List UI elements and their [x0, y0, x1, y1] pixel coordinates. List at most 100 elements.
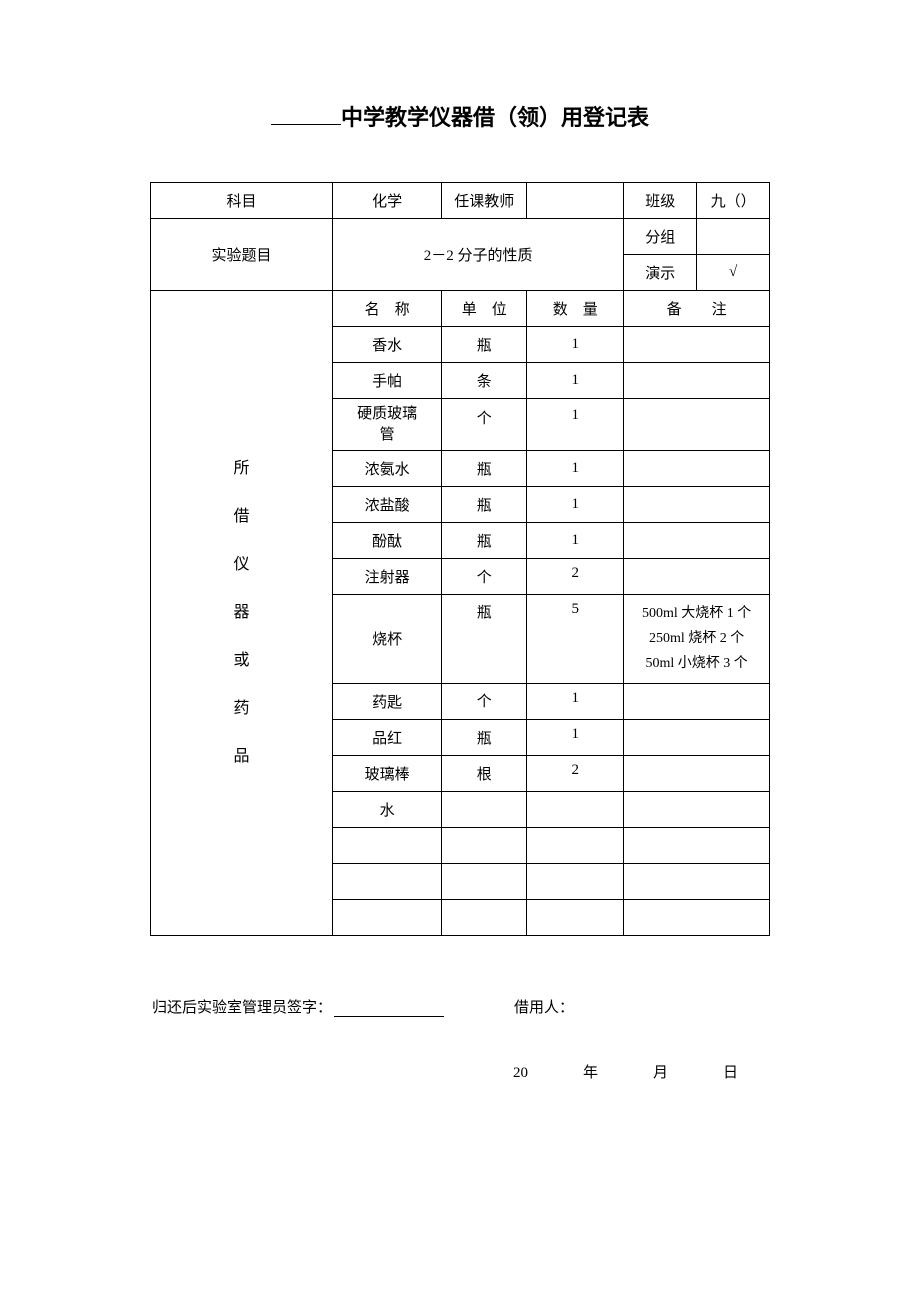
title-text: 中学教学仪器借（领）用登记表: [341, 105, 649, 130]
cell-name: 水: [333, 791, 442, 827]
subject-label: 科目: [151, 183, 333, 219]
footer: 归还后实验室管理员签字： 借用人： 20 年 月 日: [150, 996, 770, 1082]
header-row-1: 科目 化学 任课教师 班级 九（）: [151, 183, 770, 219]
cell-unit: 条: [442, 363, 527, 399]
cell-qty: 1: [527, 683, 624, 719]
cell-qty: 1: [527, 523, 624, 559]
side-label-text: 所 借 仪 器 或 药 品: [153, 445, 330, 781]
school-name-blank: [271, 124, 341, 125]
cell-note: [624, 559, 770, 595]
note-line: 250ml 烧杯 2 个: [626, 626, 767, 651]
cell-name: 浓盐酸: [333, 487, 442, 523]
date-prefix: 20: [513, 1065, 528, 1081]
side-char: 药: [153, 685, 330, 733]
cell-unit: [442, 791, 527, 827]
side-char: 或: [153, 637, 330, 685]
cell-note: [624, 719, 770, 755]
cell-qty: 2: [527, 755, 624, 791]
cell-note: [624, 791, 770, 827]
side-char: 仪: [153, 541, 330, 589]
date-year: 年: [583, 1065, 598, 1081]
cell-qty: 1: [527, 487, 624, 523]
header-row-2a: 实验题目 2－2 分子的性质 分组: [151, 219, 770, 255]
cell-name: 浓氨水: [333, 451, 442, 487]
group-label: 分组: [624, 219, 697, 255]
cell-unit: 瓶: [442, 523, 527, 559]
cell-name: 玻璃棒: [333, 755, 442, 791]
cell-qty: [527, 899, 624, 935]
cell-note: [624, 399, 770, 451]
subject-value: 化学: [333, 183, 442, 219]
side-char: 器: [153, 589, 330, 637]
footer-signatures: 归还后实验室管理员签字： 借用人：: [152, 996, 768, 1017]
side-char: 品: [153, 733, 330, 781]
cell-note: [624, 451, 770, 487]
note-line: 500ml 大烧杯 1 个: [626, 601, 767, 626]
col-name-header: 名 称: [333, 291, 442, 327]
cell-note: [624, 899, 770, 935]
cell-unit: 瓶: [442, 595, 527, 684]
teacher-label: 任课教师: [442, 183, 527, 219]
side-label: 所 借 仪 器 或 药 品: [151, 291, 333, 936]
side-char: 借: [153, 493, 330, 541]
group-value: [697, 219, 770, 255]
cell-note: [624, 523, 770, 559]
cell-unit: 个: [442, 683, 527, 719]
col-note-header: 备 注: [624, 291, 770, 327]
page-title: 中学教学仪器借（领）用登记表: [150, 100, 770, 132]
date-day: 日: [723, 1065, 738, 1081]
cell-name: 药匙: [333, 683, 442, 719]
cell-qty: 5: [527, 595, 624, 684]
cell-unit: 个: [442, 559, 527, 595]
cell-qty: 1: [527, 719, 624, 755]
cell-name: [333, 827, 442, 863]
teacher-value: [527, 183, 624, 219]
cell-qty: 2: [527, 559, 624, 595]
cell-name: 品红: [333, 719, 442, 755]
note-line: 50ml 小烧杯 3 个: [626, 651, 767, 676]
cell-unit: [442, 827, 527, 863]
demo-label: 演示: [624, 255, 697, 291]
manager-signature-label: 归还后实验室管理员签字：: [152, 996, 332, 1017]
cell-qty: 1: [527, 327, 624, 363]
manager-signature-blank: [334, 996, 444, 1017]
registration-table: 科目 化学 任课教师 班级 九（） 实验题目 2－2 分子的性质 分组 演示 √…: [150, 182, 770, 936]
date-month: 月: [653, 1065, 668, 1081]
cell-note: [624, 683, 770, 719]
cell-name: [333, 899, 442, 935]
cell-unit: 根: [442, 755, 527, 791]
cell-unit: 瓶: [442, 451, 527, 487]
cell-name: 香水: [333, 327, 442, 363]
cell-unit: 瓶: [442, 487, 527, 523]
cell-note: [624, 863, 770, 899]
cell-qty: 1: [527, 451, 624, 487]
cell-qty: [527, 863, 624, 899]
cell-name: 注射器: [333, 559, 442, 595]
col-qty-header: 数 量: [527, 291, 624, 327]
col-unit-header: 单 位: [442, 291, 527, 327]
side-char: 所: [153, 445, 330, 493]
class-label: 班级: [624, 183, 697, 219]
cell-qty: [527, 791, 624, 827]
cell-name: 硬质玻璃管: [333, 399, 442, 451]
experiment-label: 实验题目: [151, 219, 333, 291]
experiment-value: 2－2 分子的性质: [333, 219, 624, 291]
cell-note: [624, 327, 770, 363]
cell-name: [333, 863, 442, 899]
cell-unit: 个: [442, 399, 527, 451]
cell-qty: 1: [527, 399, 624, 451]
cell-qty: 1: [527, 363, 624, 399]
footer-date: 20 年 月 日: [152, 1061, 768, 1082]
class-value: 九（）: [697, 183, 770, 219]
demo-value: √: [697, 255, 770, 291]
cell-name: 手帕: [333, 363, 442, 399]
cell-qty: [527, 827, 624, 863]
cell-name: 酚酞: [333, 523, 442, 559]
cell-note: 500ml 大烧杯 1 个 250ml 烧杯 2 个 50ml 小烧杯 3 个: [624, 595, 770, 684]
cell-note: [624, 755, 770, 791]
cell-unit: [442, 899, 527, 935]
cell-note: [624, 487, 770, 523]
cell-unit: 瓶: [442, 327, 527, 363]
cell-note: [624, 363, 770, 399]
column-header-row: 所 借 仪 器 或 药 品 名 称 单 位 数 量 备 注: [151, 291, 770, 327]
